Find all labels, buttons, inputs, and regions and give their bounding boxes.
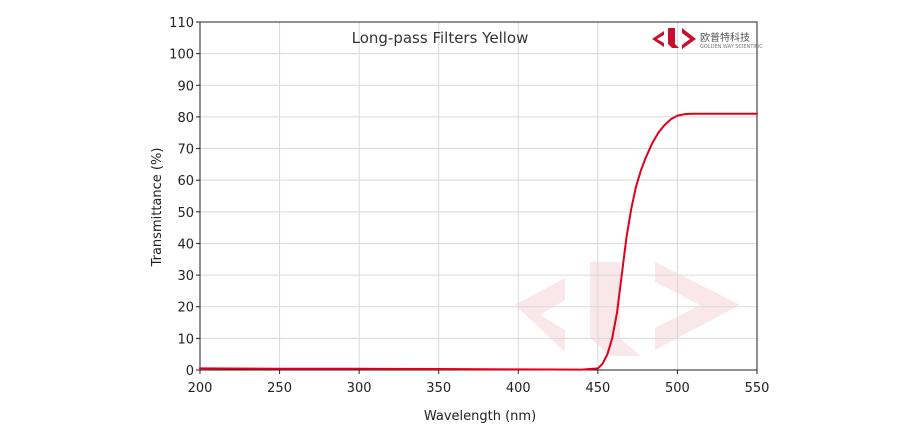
brand-name-en: GOLDEN WAY SCIENTIFIC [700,44,763,50]
x-axis: 200 250 300 350 400 450 500 550 [188,370,770,396]
y-tick-label: 50 [177,206,194,221]
brand-watermark [515,262,740,356]
x-tick-label: 350 [426,381,451,396]
y-tick-label: 10 [177,332,194,347]
y-tick-label: 30 [177,269,194,284]
x-tick-label: 250 [267,381,292,396]
y-tick-label: 60 [177,174,194,189]
chart-title: Long-pass Filters Yellow [352,29,529,47]
brand-name-cn: 欧普特科技 [700,31,750,44]
x-tick-label: 450 [585,381,610,396]
x-tick-label: 500 [665,381,690,396]
brand-logo: 欧普特科技 GOLDEN WAY SCIENTIFIC [652,28,763,50]
y-tick-label: 80 [177,111,194,126]
series-layer [199,112,758,371]
y-tick-label: 100 [169,48,194,63]
x-tick-label: 300 [347,381,372,396]
logo-icon [652,28,696,49]
watermark-shape [515,262,740,356]
y-axis-title: Transmittance (%) [150,148,165,268]
x-axis-title: Wavelength (nm) [424,409,536,424]
plot-area [199,21,758,371]
y-tick-label: 40 [177,237,194,252]
y-tick-label: 110 [169,16,194,31]
y-tick-label: 70 [177,143,194,158]
y-tick-label: 0 [186,364,194,379]
x-tick-label: 400 [506,381,531,396]
series-line [199,112,758,371]
y-tick-label: 90 [177,79,194,94]
grid [199,21,758,371]
y-axis: 0 10 20 30 40 50 60 70 80 90 100 110 [169,16,200,379]
x-tick-label: 200 [188,381,213,396]
x-tick-label: 550 [745,381,770,396]
y-tick-label: 20 [177,301,194,316]
